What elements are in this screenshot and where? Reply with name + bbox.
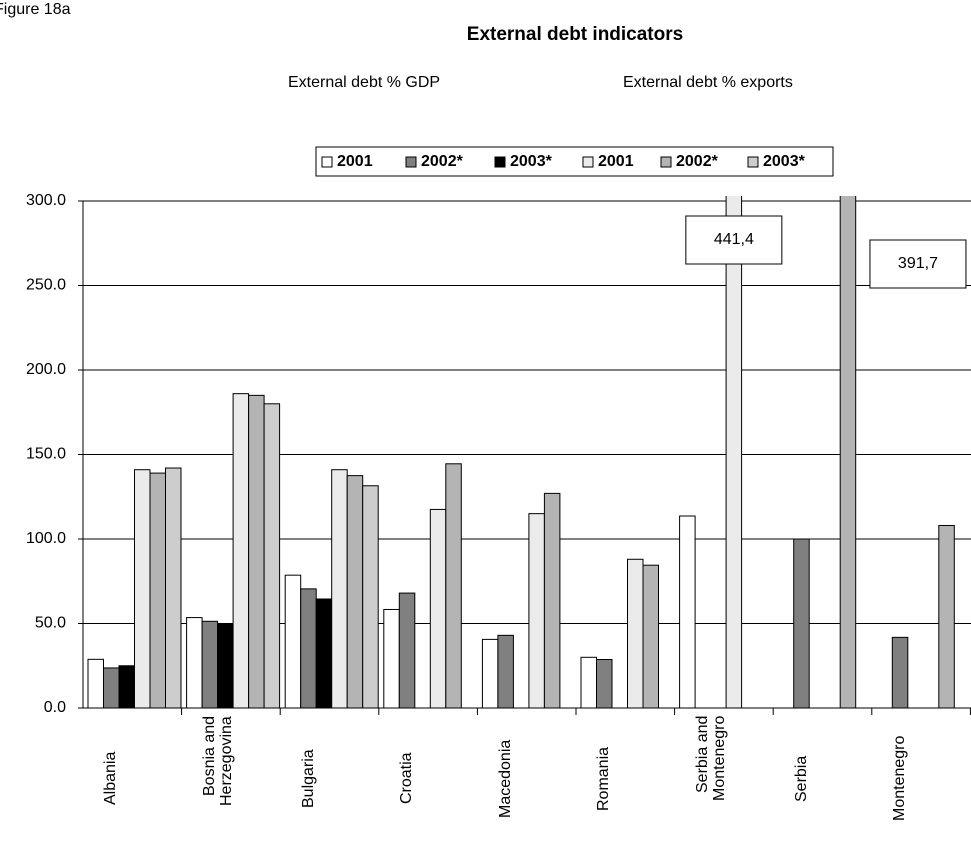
x-tick-label: Romania (595, 746, 613, 811)
bar (528, 513, 545, 709)
y-tick-label: 150.0 (26, 446, 66, 463)
x-tick-label: Serbia (792, 755, 810, 802)
bar (300, 588, 317, 709)
bar (346, 475, 364, 709)
legend-label: 2001 (337, 153, 373, 170)
bar (134, 469, 151, 709)
legend-label: 2002* (676, 153, 719, 170)
y-tick-label: 250.0 (26, 277, 66, 294)
figure-label: Figure 18a (0, 1, 71, 18)
legend-swatch (494, 156, 506, 168)
bar (186, 617, 203, 709)
legend-swatch (321, 156, 333, 168)
y-tick-label: 0.0 (44, 699, 66, 716)
bar (642, 564, 659, 709)
bar (87, 658, 104, 709)
y-tick-label: 200.0 (26, 361, 66, 378)
bar (429, 508, 447, 709)
bar (118, 665, 135, 709)
bar (679, 515, 696, 709)
legend-label: 2001 (598, 153, 634, 170)
bar (627, 558, 644, 709)
bar (398, 592, 416, 709)
y-tick-label: 50.0 (35, 615, 66, 632)
bar (891, 636, 909, 709)
value-label: 441,4 (714, 231, 754, 248)
bar (445, 463, 462, 709)
y-tick-label: 300.0 (26, 192, 66, 209)
bar (938, 524, 955, 709)
legend-label: 2003* (763, 153, 806, 170)
x-tick-label: Croatia (398, 752, 416, 805)
group-label: External debt % GDP (288, 74, 440, 91)
value-label-box (869, 239, 967, 289)
value-label-box (685, 215, 783, 265)
bar (315, 598, 333, 709)
legend-swatch (405, 156, 417, 168)
y-tick-label: 100.0 (26, 530, 66, 547)
bar (839, 196, 857, 709)
x-tick-label: Albania (102, 751, 120, 806)
bar (149, 472, 166, 709)
bar (793, 538, 810, 709)
bar (580, 656, 597, 709)
legend-label: 2003* (510, 153, 553, 170)
legend-label: 2002* (421, 153, 464, 170)
bar (165, 467, 182, 709)
x-tick-label: Macedonia (496, 739, 514, 818)
bar (481, 638, 499, 709)
x-tick-label: Serbia and Montenegro (693, 716, 728, 802)
bar (543, 492, 561, 709)
x-tick-label: Montenegro (891, 735, 909, 822)
legend-swatch (582, 156, 594, 168)
bar (232, 393, 250, 709)
bar (201, 620, 219, 709)
bar (248, 394, 265, 709)
x-tick-label: Bosnia and Herzegovina (200, 716, 235, 806)
group-label: External debt % exports (623, 74, 793, 91)
x-tick-label: Bulgaria (299, 749, 317, 808)
bar (596, 658, 613, 709)
bar (362, 485, 379, 709)
legend-swatch (660, 156, 672, 168)
bar (497, 634, 514, 709)
chart-title: External debt indicators (467, 24, 683, 45)
legend-box (315, 146, 834, 177)
bar (725, 196, 743, 709)
bar (217, 623, 234, 709)
value-label: 391,7 (898, 255, 938, 272)
plot (87, 196, 955, 709)
legend-swatch (747, 156, 759, 168)
bar (103, 667, 120, 709)
bar (284, 574, 302, 709)
bar (383, 608, 400, 709)
bar (263, 403, 281, 709)
bar (331, 469, 348, 709)
